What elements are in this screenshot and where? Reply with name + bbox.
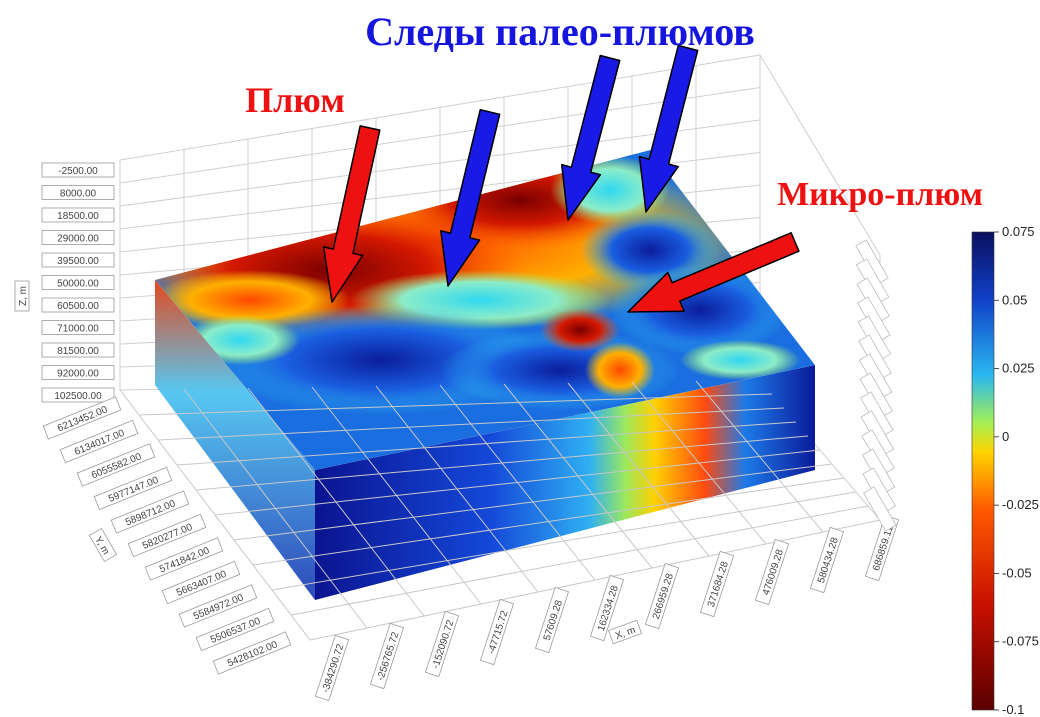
z-tick-4-text: 39500.00 [57,256,99,267]
micro-plume-arrow [627,232,800,313]
z-tick-0: -2500.00 [41,162,115,178]
x-tick-1: -256765.72 [369,622,405,690]
y-axis-title: Y, m [88,527,118,563]
z-tick-6: 60500.00 [41,297,115,313]
z-tick-6-text: 60500.00 [57,301,99,312]
z-tick-7: 71000.00 [41,320,115,335]
side-tick-box [863,486,897,532]
colorbar-tick-label: 0 [1002,429,1009,444]
x-axis-title: X, m [607,619,643,645]
z-tick-3-text: 29000.00 [57,234,99,245]
tomography-volume [155,150,815,600]
colorbar-tick-label: -0.1 [1002,702,1024,717]
z-tick-1: 8000.00 [41,185,115,200]
x-tick-2: -152090.72 [424,610,460,678]
x-tick-0: -384290.72 [314,634,350,702]
z-tick-5-text: 50000.00 [57,279,99,290]
paleo-plumes-label: Следы палео-плюмов [365,9,755,54]
z-tick-7-text: 71000.00 [57,324,99,335]
colorbar-tick-label: -0.025 [1002,497,1039,512]
z-tick-9-text: 92000.00 [57,369,99,380]
z-axis-title-text: Z, m [18,286,29,306]
volume-left-face [155,280,315,600]
x-tick-4: 57609.28 [534,586,570,654]
x-tick-7: 371684.28 [699,550,735,618]
z-tick-10-text: 102500.00 [54,391,102,402]
x-tick-6: 266959.28 [644,562,680,630]
z-axis: -2500.00 8000.00 18500.00 29000.00 39500.00 5… [14,162,115,403]
paleo-arrow-2 [560,54,621,221]
micro-plume-label: Микро-плюм [777,176,983,213]
paleo-arrow-3 [638,44,699,213]
z-tick-9: 92000.00 [41,365,115,380]
z-tick-5: 50000.00 [41,275,115,290]
colorbar: 0.075 0.05 0.025 0 -0.025 -0.05 -0.075 -0.1 [971,224,1039,717]
grid-floor [119,380,881,641]
side-tick-boxes [855,239,897,532]
z-tick-8-text: 81500.00 [57,346,99,357]
plume-label: Плюм [245,80,345,120]
x-tick-9: 580434.28 [809,526,845,594]
x-tick-3: -47715.72 [479,598,515,666]
colorbar-tick-label: -0.05 [1002,565,1032,580]
volume-top-face [155,150,815,470]
plume-arrow [322,125,381,303]
z-tick-1-text: 8000.00 [60,189,97,200]
colorbar-gradient [971,231,995,711]
z-tick-2-text: 18500.00 [57,211,99,222]
z-axis-title: Z, m [14,280,30,312]
paleo-arrow-1 [440,108,501,287]
colorbar-tick-label: 0.05 [1002,292,1027,307]
z-tick-10: 102500.00 [41,387,115,403]
z-tick-8: 81500.00 [41,342,115,358]
arrows [322,44,800,313]
colorbar-tick-label: -0.075 [1002,634,1039,649]
z-tick-4: 39500.00 [41,252,115,268]
colorbar-tick-label: 0.025 [1002,361,1035,376]
x-tick-8: 476009.28 [754,538,790,606]
z-tick-3: 29000.00 [41,230,115,245]
z-tick-0-text: -2500.00 [58,166,98,177]
colorbar-tick-label: 0.075 [1002,224,1035,239]
z-tick-2: 18500.00 [41,207,115,223]
volume-right-face [315,365,815,600]
